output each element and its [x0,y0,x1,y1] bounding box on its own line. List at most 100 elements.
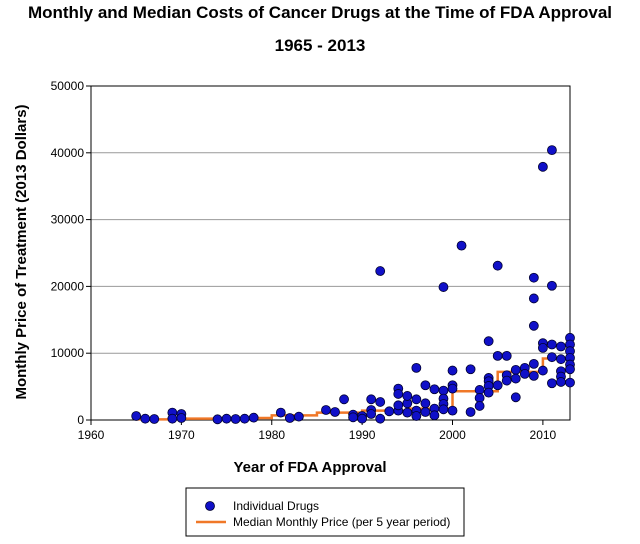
drug-point-14 [293,411,304,422]
drug-point-0 [131,411,142,421]
drug-point-85 [537,365,548,376]
drug-point-50 [438,404,449,415]
drug-point-46 [438,282,449,292]
drug-point-28 [384,406,395,417]
drug-point-68 [492,380,503,391]
chart-subtitle: 1965 - 2013 [275,36,366,55]
drug-point-15 [321,405,331,415]
drug-point-95 [556,377,566,387]
x-tick-label-1980: 1980 [258,428,285,442]
drug-point-7 [212,414,223,425]
drug-point-65 [483,387,494,398]
x-tick-label-2000: 2000 [439,428,466,442]
drug-point-92 [556,354,566,365]
legend: Individual Drugs Median Monthly Price (p… [185,487,465,537]
drug-point-72 [510,364,521,375]
drug-point-43 [429,384,440,395]
plot-area [90,85,571,421]
drug-point-36 [411,362,422,373]
drug-point-80 [528,358,539,369]
y-tick-label-10000: 10000 [51,346,85,360]
drug-point-25 [375,266,386,276]
legend-marker-points [205,501,215,511]
x-tick-label-1990: 1990 [349,428,376,442]
drug-point-42 [420,398,431,409]
drug-point-53 [447,383,458,394]
drug-point-86 [547,145,557,156]
drug-point-78 [528,293,539,304]
drug-point-6 [176,413,187,423]
drug-point-9 [230,414,241,424]
drug-point-32 [393,400,404,411]
drug-point-45 [429,410,440,421]
drug-point-1 [140,413,151,424]
drug-point-55 [456,240,467,251]
drug-point-79 [528,320,539,331]
drug-point-56 [465,364,476,375]
drug-point-69 [501,350,512,361]
drug-point-54 [447,405,458,416]
drug-point-24 [366,409,377,419]
y-tick-label-20000: 20000 [51,279,85,293]
x-tick-label-1960: 1960 [78,428,105,442]
drug-point-16 [330,407,340,417]
drug-point-88 [547,339,557,350]
y-tick-label-40000: 40000 [51,146,85,160]
y-tick-label-30000: 30000 [51,213,85,227]
drug-point-67 [492,350,503,361]
y-axis-label: Monthly Price of Treatment (2013 Dollars… [13,104,30,399]
drug-point-81 [528,371,539,381]
drug-point-31 [393,389,404,399]
drug-point-74 [510,392,521,403]
x-tick-label-1970: 1970 [168,428,195,442]
drug-point-10 [239,413,250,424]
drug-point-60 [474,401,485,411]
chart-title: Monthly and Median Costs of Cancer Drugs… [28,3,612,22]
drug-point-12 [275,407,286,418]
drug-point-73 [510,373,521,384]
drug-point-34 [402,407,413,418]
drug-point-41 [420,407,431,417]
legend-box [185,487,465,537]
drug-point-39 [411,411,422,421]
y-axis-ticks: 0 10000 20000 30000 40000 50000 [51,79,91,427]
drug-point-4 [167,413,178,424]
drug-point-102 [565,377,575,388]
y-tick-label-0: 0 [77,413,84,427]
drug-point-8 [221,413,232,424]
x-axis-label: Year of FDA Approval [233,459,386,476]
drug-point-17 [339,394,349,405]
drug-point-11 [248,412,259,423]
drug-point-26 [375,397,386,407]
x-axis-ticks: 1960 1970 1980 1990 2000 2010 [78,420,557,442]
individual-drugs-series [131,145,575,425]
drug-point-91 [556,341,566,352]
drug-point-89 [547,352,557,363]
drug-point-13 [284,413,295,423]
drug-point-57 [465,407,476,417]
drug-point-51 [447,365,458,376]
drug-point-84 [537,342,548,353]
drug-point-87 [547,280,557,291]
drug-point-27 [375,413,386,424]
legend-label-median: Median Monthly Price (per 5 year period) [233,515,450,529]
drug-point-40 [420,380,431,391]
drug-point-82 [537,161,548,172]
drug-point-101 [565,364,575,375]
x-tick-label-2010: 2010 [530,428,557,442]
drug-point-2 [149,414,160,424]
y-gridlines [91,152,570,354]
drug-point-22 [366,394,377,405]
drug-point-19 [348,412,358,423]
drug-point-35 [402,391,413,401]
drug-point-66 [492,260,503,271]
drug-point-77 [528,272,539,283]
legend-label-points: Individual Drugs [233,499,319,513]
drug-point-61 [483,336,494,347]
drug-point-21 [357,413,368,424]
y-tick-label-50000: 50000 [51,79,85,93]
drug-point-90 [547,378,557,389]
drug-point-76 [519,369,530,379]
drug-point-37 [411,394,422,405]
